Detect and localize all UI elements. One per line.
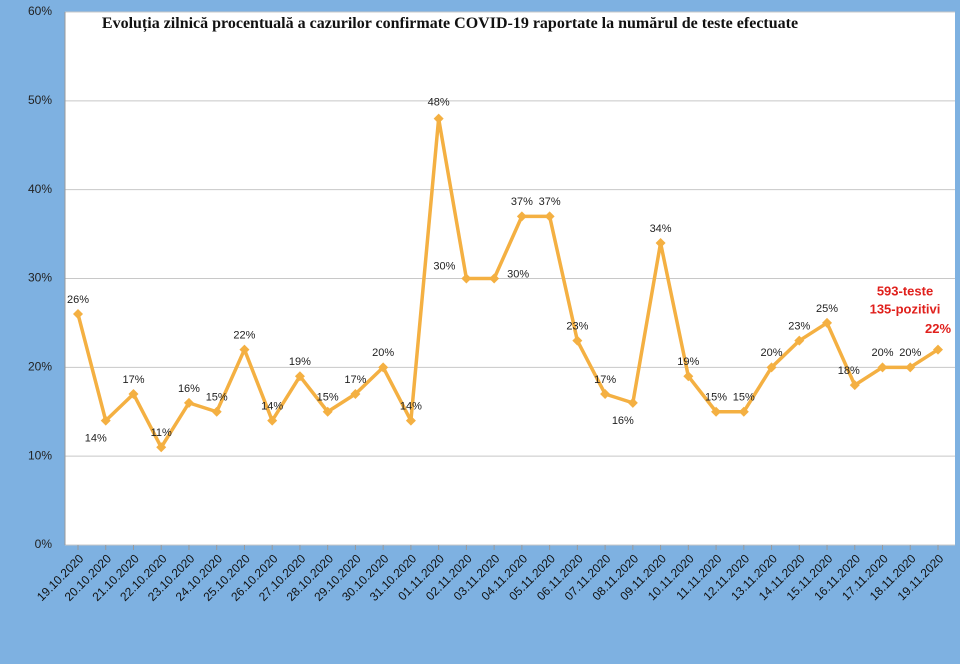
data-label: 20% bbox=[761, 347, 783, 359]
marker bbox=[683, 371, 694, 382]
marker bbox=[738, 406, 749, 417]
marker bbox=[183, 397, 194, 408]
marker bbox=[849, 380, 860, 391]
data-label: 19% bbox=[677, 356, 699, 368]
marker bbox=[461, 273, 472, 284]
data-label: 34% bbox=[650, 223, 672, 235]
data-label: 11% bbox=[151, 427, 172, 439]
marker bbox=[378, 362, 389, 373]
marker bbox=[350, 388, 361, 399]
y-tick-label: 0% bbox=[35, 537, 53, 551]
data-label: 17% bbox=[344, 374, 366, 386]
data-label: 23% bbox=[788, 321, 810, 333]
data-label: 15% bbox=[206, 392, 228, 404]
marker bbox=[405, 415, 416, 426]
marker bbox=[711, 406, 722, 417]
marker bbox=[905, 362, 916, 373]
data-label: 48% bbox=[428, 97, 450, 109]
data-label: 22% bbox=[925, 321, 951, 336]
data-label: 19% bbox=[289, 356, 311, 368]
data-label: 15% bbox=[733, 392, 755, 404]
data-label: 25% bbox=[816, 303, 838, 315]
marker bbox=[627, 397, 638, 408]
data-label: 14% bbox=[85, 433, 107, 445]
marker bbox=[572, 335, 583, 346]
marker bbox=[294, 371, 305, 382]
marker bbox=[933, 344, 943, 355]
data-label: 30% bbox=[433, 260, 455, 272]
marker bbox=[822, 317, 833, 328]
marker bbox=[433, 113, 444, 124]
data-label: 26% bbox=[67, 294, 89, 306]
data-label: 37% bbox=[539, 196, 561, 208]
data-label: 30% bbox=[507, 268, 529, 280]
data-label: 20% bbox=[899, 347, 921, 359]
data-label: 18% bbox=[838, 365, 860, 377]
marker bbox=[267, 415, 278, 426]
data-label: 20% bbox=[872, 347, 894, 359]
annotation: 593-teste bbox=[877, 283, 933, 298]
marker bbox=[600, 388, 611, 399]
annotation: 135-pozitivi bbox=[870, 301, 941, 316]
marker bbox=[128, 388, 139, 399]
marker bbox=[156, 442, 167, 453]
data-label: 22% bbox=[233, 329, 255, 341]
data-label: 15% bbox=[317, 392, 339, 404]
data-label: 16% bbox=[178, 383, 200, 395]
y-tick-label: 40% bbox=[28, 182, 52, 196]
marker bbox=[544, 211, 555, 222]
data-label: 14% bbox=[400, 401, 422, 413]
y-tick-label: 10% bbox=[28, 448, 52, 462]
marker bbox=[100, 415, 111, 426]
marker bbox=[655, 237, 666, 248]
data-label: 20% bbox=[372, 347, 394, 359]
data-line bbox=[76, 116, 939, 450]
data-label: 23% bbox=[566, 321, 588, 333]
marker bbox=[239, 344, 250, 355]
data-label: 17% bbox=[122, 374, 144, 386]
marker bbox=[322, 406, 333, 417]
data-label: 17% bbox=[594, 374, 616, 386]
chart-title: Evoluția zilnică procentuală a cazurilor… bbox=[101, 15, 799, 32]
data-label: 15% bbox=[705, 392, 727, 404]
data-label: 16% bbox=[612, 415, 634, 427]
marker bbox=[794, 335, 805, 346]
marker bbox=[73, 309, 83, 320]
y-tick-label: 30% bbox=[28, 271, 52, 285]
y-tick-label: 60% bbox=[28, 4, 52, 18]
marker bbox=[516, 211, 527, 222]
y-tick-label: 50% bbox=[28, 93, 52, 107]
marker bbox=[877, 362, 888, 373]
y-tick-label: 20% bbox=[28, 360, 52, 374]
marker bbox=[211, 406, 222, 417]
data-label: 37% bbox=[511, 196, 533, 208]
marker bbox=[489, 273, 500, 284]
data-label: 14% bbox=[261, 401, 283, 413]
marker bbox=[766, 362, 777, 373]
